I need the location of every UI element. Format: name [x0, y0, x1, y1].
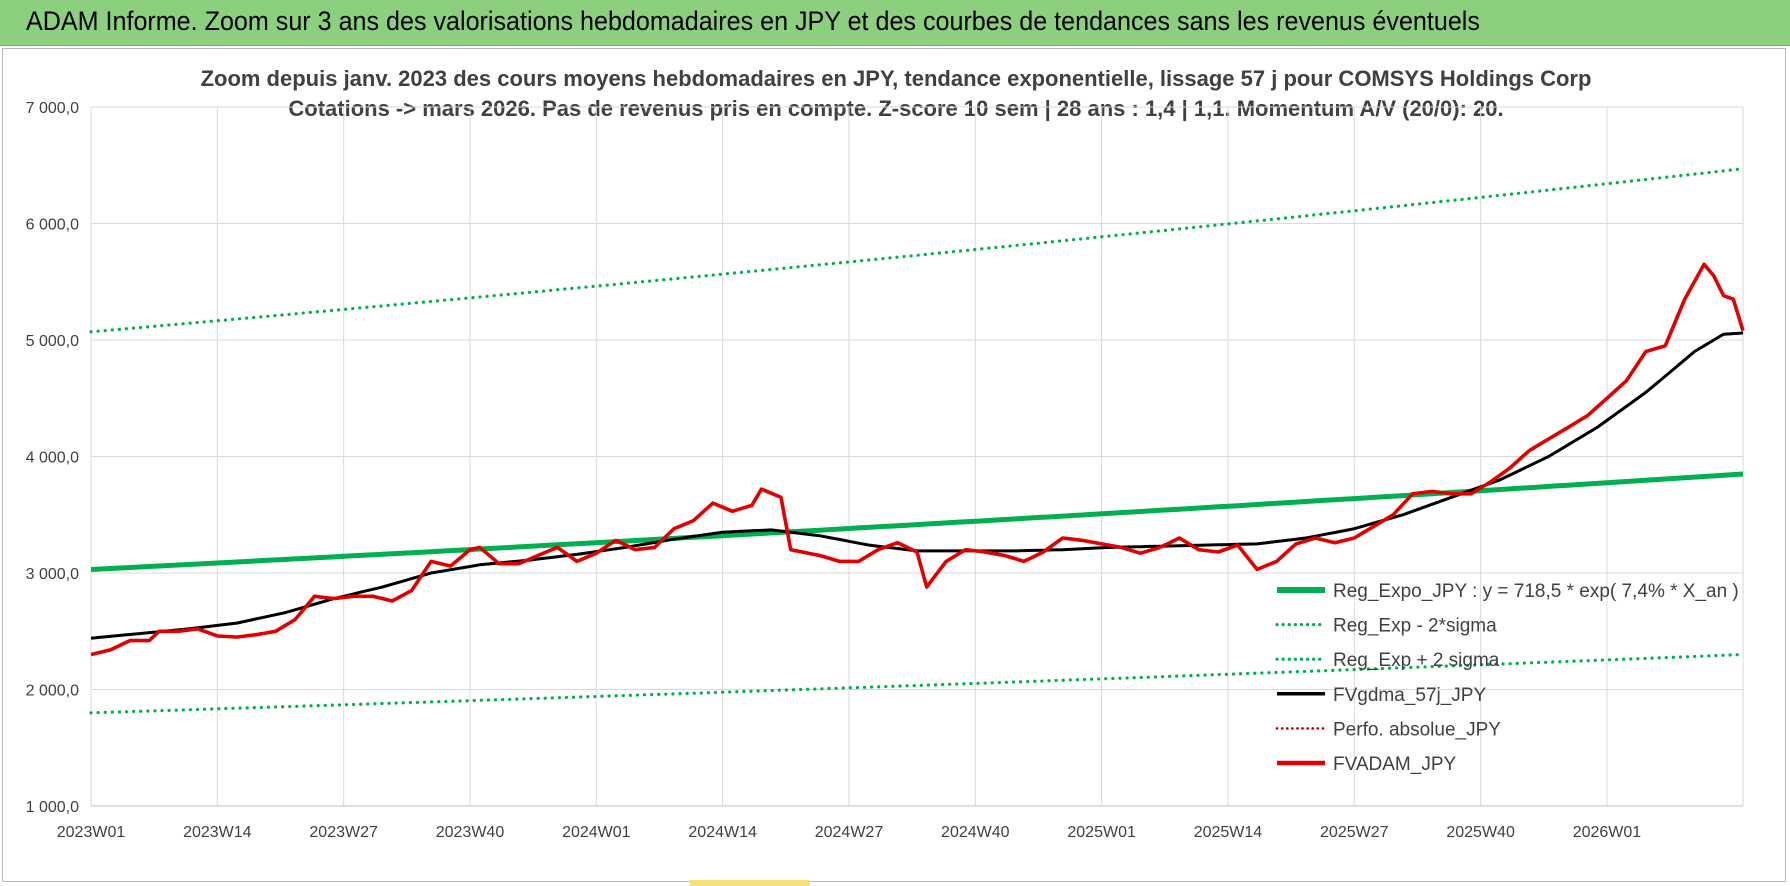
legend: Reg_Expo_JPY : y = 718,5 * exp( 7,4% * X… [1275, 581, 1739, 775]
y-tick-label: 2 000,0 [26, 683, 79, 700]
report-title: ADAM Informe. Zoom sur 3 ans des valoris… [26, 6, 1480, 36]
legend-label: Perfo. absolue_JPY [1333, 719, 1501, 740]
x-tick-label: 2025W14 [1194, 824, 1263, 841]
x-tick-label: 2025W27 [1320, 824, 1389, 841]
y-tick-label: 4 000,0 [26, 450, 79, 467]
legend-label: Reg_Exp - 2*sigma [1333, 616, 1497, 637]
x-tick-label: 2023W14 [183, 824, 252, 841]
x-axis: 2023W01 2023W14 2023W27 2023W40 2024W01 2024W… [57, 824, 1642, 841]
y-tick-label: 1 000,0 [26, 799, 79, 816]
report-banner: ADAM Informe. Zoom sur 3 ans des valoris… [0, 0, 1790, 46]
x-tick-label: 2026W01 [1573, 824, 1642, 841]
grid-lines [90, 106, 1744, 807]
x-tick-label: 2025W01 [1067, 824, 1136, 841]
x-tick-label: 2025W40 [1446, 824, 1515, 841]
legend-label: Reg_Exp + 2 sigma [1333, 650, 1500, 671]
series-reg-plus-2sigma [89, 167, 1745, 334]
legend-label: FVADAM_JPY [1333, 754, 1457, 775]
x-tick-label: 2024W27 [815, 824, 884, 841]
x-tick-label: 2023W01 [57, 824, 126, 841]
x-tick-label: 2023W27 [309, 824, 378, 841]
x-tick-label: 2024W01 [562, 824, 631, 841]
y-axis: 1 000,0 2 000,0 3 000,0 4 000,0 5 000,0 6 000… [26, 100, 79, 816]
chart-title-line-2: Cotations -> mars 2026. Pas de revenus p… [288, 96, 1503, 121]
legend-label: FVgdma_57j_JPY [1333, 685, 1486, 706]
y-tick-label: 7 000,0 [26, 100, 79, 117]
series-reg-minus-2sigma [89, 652, 1745, 715]
chart-title-line-1: Zoom depuis janv. 2023 des cours moyens … [201, 66, 1592, 91]
series-fvadam-line [90, 262, 1745, 657]
series-layer [89, 167, 1745, 715]
x-tick-label: 2023W40 [436, 824, 505, 841]
x-tick-label: 2024W40 [941, 824, 1010, 841]
chart-svg: Zoom depuis janv. 2023 des cours moyens … [26, 66, 1745, 841]
bottom-accent-mark [690, 880, 810, 886]
x-tick-label: 2024W14 [688, 824, 757, 841]
legend-label: Reg_Expo_JPY : y = 718,5 * exp( 7,4% * X… [1333, 581, 1739, 602]
y-tick-label: 5 000,0 [26, 333, 79, 350]
y-tick-label: 6 000,0 [26, 217, 79, 234]
y-tick-label: 3 000,0 [26, 566, 79, 583]
chart-frame: Zoom depuis janv. 2023 des cours moyens … [2, 48, 1786, 882]
